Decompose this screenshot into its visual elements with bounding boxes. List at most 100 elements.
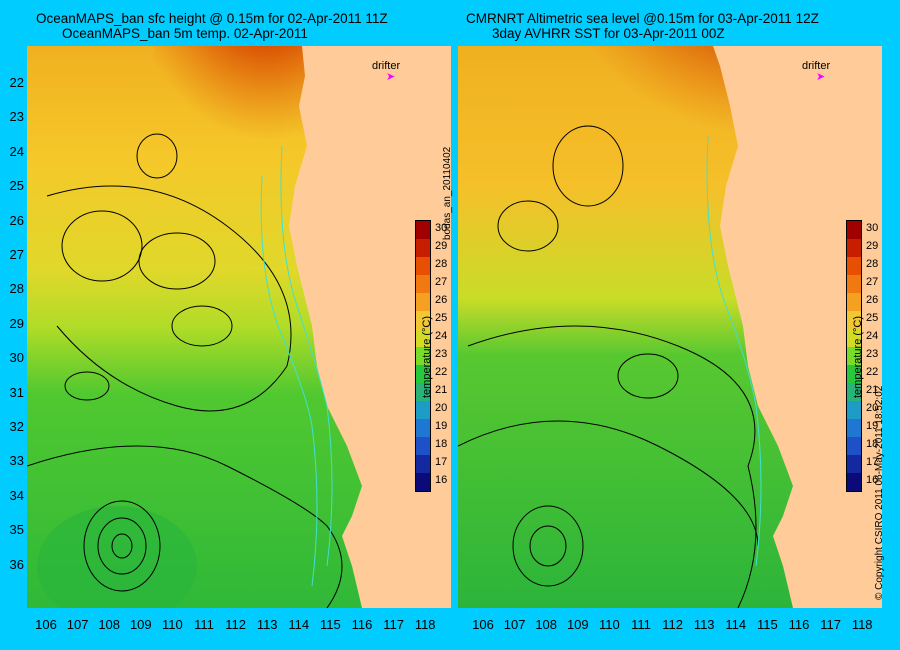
colorbar-tick-label: 23	[435, 348, 448, 360]
colorbar-tick-label: 25	[866, 312, 879, 324]
y-tick-label: 29	[9, 315, 24, 331]
colorbar-tick-label: 16	[866, 474, 879, 486]
colorbar-tick-label: 23	[866, 348, 879, 360]
colorbar-swatch	[416, 329, 430, 347]
x-tick-label: 114	[725, 617, 747, 632]
colorbar-tick-label: 29	[866, 240, 879, 252]
colorbar-tick-label: 21	[435, 384, 448, 396]
colorbar-swatch	[847, 401, 861, 419]
x-tick-label: 110	[162, 617, 183, 632]
colorbar-tick-label: 22	[435, 366, 448, 378]
left-title-line1: OceanMAPS_ban sfc height @ 0.15m for 02-…	[36, 11, 388, 26]
x-tick-label: 106	[35, 617, 57, 632]
right-drifter-arrow-icon: ➤	[816, 71, 826, 83]
x-tick-label: 117	[383, 617, 404, 632]
colorbar-swatch	[847, 473, 861, 491]
x-tick-label: 112	[662, 617, 683, 632]
left-title-line2: OceanMAPS_ban 5m temp. 02-Apr-2011	[62, 26, 308, 41]
x-tick-label: 118	[851, 617, 873, 632]
colorbar-swatch	[416, 347, 430, 365]
colorbar-swatch	[416, 365, 430, 383]
y-tick-label: 32	[9, 419, 24, 434]
right-map-panel	[458, 46, 882, 608]
colorbar-tick-label: 26	[435, 294, 448, 306]
x-tick-label: 111	[631, 617, 651, 632]
colorbar-swatch	[847, 275, 861, 293]
y-tick-label: 35	[9, 522, 24, 538]
x-tick-label: 114	[288, 617, 310, 632]
y-tick-label: 34	[9, 487, 24, 503]
y-tick-label: 36	[9, 556, 24, 572]
colorbar-swatch	[416, 383, 430, 401]
colorbar-tick-label: 27	[866, 276, 879, 288]
colorbar-tick-label: 28	[435, 258, 448, 270]
x-tick-label: 108	[98, 617, 121, 632]
colorbar-swatch	[847, 329, 861, 347]
colorbar-swatch	[847, 419, 861, 437]
colorbar-swatch	[416, 221, 430, 239]
x-tick-label: 107	[66, 617, 89, 632]
colorbar-tick-label: 19	[866, 420, 879, 432]
colorbar-tick-label: 20	[866, 402, 879, 414]
colorbar-swatch	[847, 257, 861, 275]
right-title-line1: CMRNRT Altimetric sea level @0.15m for 0…	[466, 11, 819, 26]
colorbar-swatch	[416, 239, 430, 257]
colorbar-tick-label: 22	[866, 366, 879, 378]
colorbar-tick-label: 17	[866, 456, 879, 468]
colorbar-tick-label: 28	[866, 258, 879, 270]
colorbar-swatch	[416, 473, 430, 491]
y-tick-label: 30	[9, 350, 24, 366]
right-colorbar-label: temperature (°C)	[852, 315, 864, 398]
x-tick-label: 108	[535, 617, 558, 632]
colorbar-tick-label: 25	[435, 312, 448, 324]
left-colorbar	[415, 220, 431, 492]
right-colorbar	[846, 220, 862, 492]
side-label: bodas_an_20110402	[442, 146, 453, 240]
y-tick-label: 22	[9, 75, 24, 90]
x-tick-label: 106	[472, 617, 494, 632]
right-title-line2: 3day AVHRR SST for 03-Apr-2011 00Z	[492, 26, 725, 41]
colorbar-swatch	[847, 455, 861, 473]
colorbar-swatch	[416, 419, 430, 437]
colorbar-swatch	[847, 437, 861, 455]
x-tick-label: 115	[757, 617, 778, 632]
y-tick-label: 28	[9, 281, 24, 297]
x-tick-label: 118	[414, 617, 436, 632]
x-tick-label: 109	[129, 617, 152, 632]
colorbar-swatch	[847, 221, 861, 239]
colorbar-tick-label: 27	[435, 276, 448, 288]
right-sst-field	[458, 46, 882, 608]
colorbar-tick-label: 18	[866, 438, 879, 450]
y-tick-label: 26	[9, 212, 24, 228]
colorbar-swatch	[416, 257, 430, 275]
x-tick-label: 115	[320, 617, 341, 632]
colorbar-tick-label: 24	[866, 330, 879, 342]
colorbar-tick-label: 30	[866, 222, 879, 234]
y-tick-label: 24	[9, 143, 24, 159]
colorbar-swatch	[416, 401, 430, 419]
copyright-label: © Copyright CSIRO 2011 06-May-2011 18:52…	[874, 385, 885, 600]
colorbar-swatch	[416, 275, 430, 293]
colorbar-swatch	[416, 437, 430, 455]
left-map-panel	[27, 46, 451, 608]
colorbar-swatch	[416, 455, 430, 473]
x-tick-label: 112	[225, 617, 246, 632]
colorbar-swatch	[416, 311, 430, 329]
colorbar-tick-label: 16	[435, 474, 448, 486]
left-colorbar-label: temperature (°C)	[421, 315, 433, 398]
y-tick-label: 31	[9, 384, 24, 400]
x-tick-label: 113	[256, 617, 278, 632]
x-tick-label: 110	[599, 617, 620, 632]
x-tick-label: 113	[693, 617, 715, 632]
colorbar-swatch	[847, 383, 861, 401]
left-sst-field	[27, 46, 451, 608]
colorbar-tick-label: 26	[866, 294, 879, 306]
colorbar-tick-label: 29	[435, 240, 448, 252]
x-tick-label: 116	[351, 617, 373, 632]
colorbar-tick-label: 17	[435, 456, 448, 468]
x-tick-label: 109	[566, 617, 589, 632]
colorbar-tick-label: 30	[435, 222, 448, 234]
x-tick-label: 117	[820, 617, 841, 632]
y-tick-label: 25	[9, 178, 24, 194]
colorbar-tick-label: 24	[435, 330, 448, 342]
